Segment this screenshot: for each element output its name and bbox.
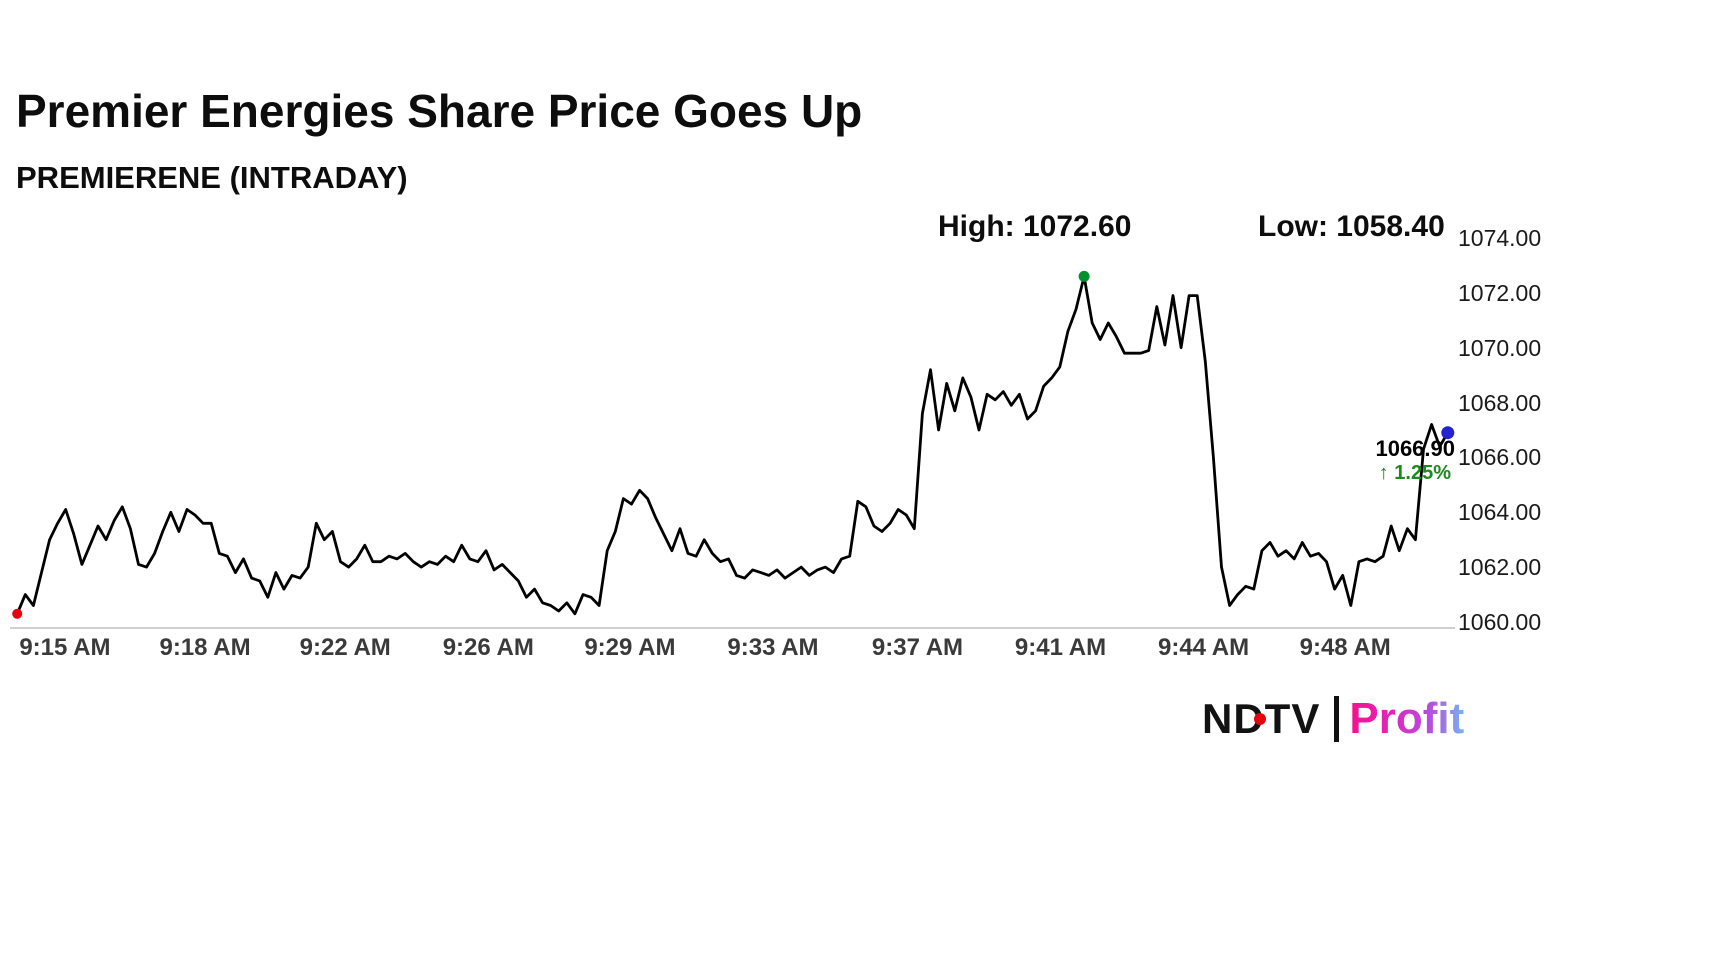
x-tick-label: 9:15 AM [19,634,111,661]
x-tick-label: 9:44 AM [1157,634,1250,661]
y-tick-label: 1072.00 [1458,279,1542,306]
y-tick-label: 1064.00 [1458,499,1542,526]
page-title: Premier Energies Share Price Goes Up [16,85,863,137]
high-stat: High: 1072.60 [938,210,1132,243]
price-line-chart [10,270,1455,629]
series-high-marker [1078,270,1090,282]
logo-separator [1334,696,1340,742]
y-tick-label: 1070.00 [1458,334,1542,361]
change-percent-line: ↑ 1.25% [1375,461,1451,485]
x-tick-label: 9:29 AM [584,634,676,661]
ndtv-logo: NDTV [1202,695,1320,743]
change-percent: 1.25% [1394,462,1451,484]
up-arrow-icon: ↑ [1378,462,1389,484]
series-start-marker [12,608,23,619]
last-price-tag: 1066.90 ↑ 1.25% [1375,437,1455,485]
y-tick-label: 1066.00 [1458,444,1542,471]
y-tick-label: 1068.00 [1458,389,1542,416]
ndtv-profit-logo: NDTV Profit [1202,694,1464,744]
last-price-value: 1066.90 [1375,436,1455,461]
x-axis: 9:15 AM 9:18 AM 9:22 AM 9:26 AM 9:29 AM 9:33 … [0,634,1728,668]
series-last-marker [1441,426,1455,440]
x-tick-label: 9:26 AM [442,634,534,661]
ndtv-logo-red-dot-icon [1254,713,1267,726]
low-stat: Low: 1058.40 [1258,210,1445,243]
ticker-subtitle: PREMIERENE (INTRADAY) [16,160,408,195]
y-axis: 1074.00 1072.00 1070.00 1068.00 1066.00 1064.… [1458,0,1568,700]
profit-logo-text: Profit [1349,694,1465,743]
x-tick-label: 9:18 AM [159,634,251,661]
x-tick-label: 9:37 AM [871,634,964,661]
x-tick-label: 9:41 AM [1014,634,1107,661]
x-tick-label: 9:33 AM [727,634,819,661]
y-tick-label: 1062.00 [1458,554,1542,581]
price-line [15,275,1450,616]
x-tick-label: 9:48 AM [1299,634,1391,661]
y-tick-label: 1074.00 [1458,225,1542,251]
y-tick-label: 1060.00 [1458,609,1542,635]
x-tick-label: 9:22 AM [299,634,391,661]
